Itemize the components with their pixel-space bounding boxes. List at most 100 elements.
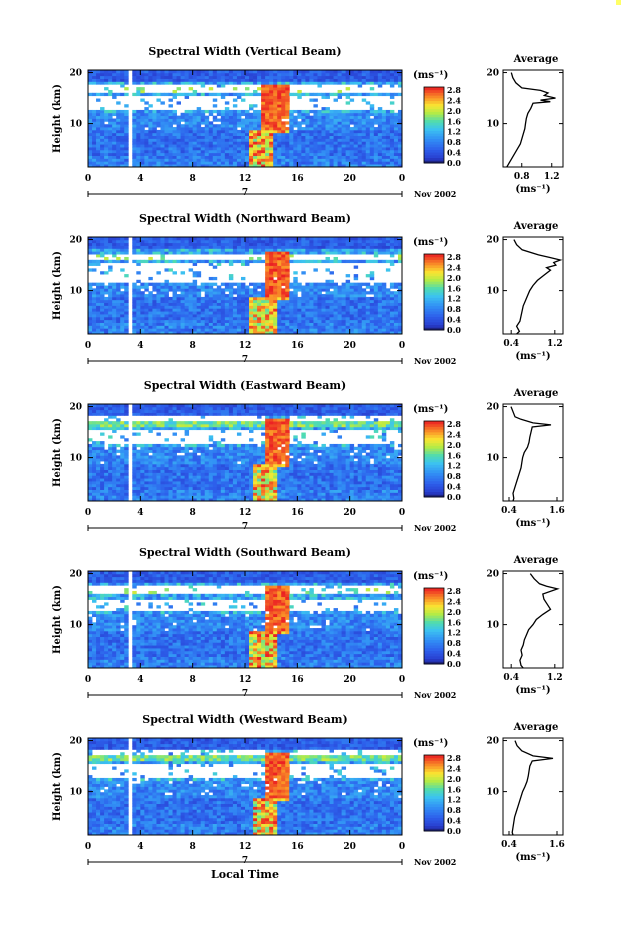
heatmap-cell (136, 136, 140, 139)
heatmap-cell (124, 424, 128, 427)
heatmap-cell (350, 288, 354, 291)
heatmap-cell (213, 266, 217, 269)
heatmap-cell (350, 286, 354, 289)
heatmap-cell (261, 153, 265, 156)
heatmap-cell (112, 260, 116, 263)
heatmap-cell (152, 475, 156, 478)
heatmap-cell (88, 317, 92, 320)
heatmap-cell (205, 240, 209, 243)
heatmap-cell (209, 153, 213, 156)
heatmap-cell (330, 297, 334, 300)
heatmap-cell (265, 104, 269, 107)
heatmap-cell (382, 116, 386, 119)
heatmap-cell (273, 291, 277, 294)
heatmap-cell (144, 283, 148, 286)
heatmap-cell (334, 251, 338, 254)
heatmap-cell (366, 79, 370, 82)
heatmap-cell (120, 492, 124, 495)
heatmap-cell (221, 79, 225, 82)
heatmap-cell (249, 311, 253, 314)
heatmap-cell (253, 136, 257, 139)
heatmap-cell (120, 427, 124, 430)
heatmap-cell (177, 492, 181, 495)
heatmap-cell (156, 144, 160, 147)
heatmap-cell (181, 147, 185, 150)
heatmap-cell (164, 113, 168, 116)
heatmap-cell (277, 113, 281, 116)
heatmap-cell (156, 288, 160, 291)
heatmap-cell (309, 325, 313, 328)
heatmap-cell (285, 107, 289, 110)
heatmap-cell (313, 240, 317, 243)
heatmap-cell (132, 73, 136, 76)
heatmap-cell (362, 288, 366, 291)
heatmap-cell (366, 76, 370, 79)
heatmap-cell (181, 153, 185, 156)
heatmap-cell (293, 314, 297, 317)
heatmap-cell (350, 147, 354, 150)
heatmap-cell (313, 286, 317, 289)
heatmap-cell (148, 430, 152, 433)
heatmap-cell (245, 243, 249, 246)
heatmap-cell (225, 93, 229, 96)
heatmap-cell (120, 138, 124, 141)
heatmap-cell (108, 450, 112, 453)
heatmap-cell (261, 305, 265, 308)
heatmap-cell (140, 455, 144, 458)
heatmap-cell (160, 110, 164, 113)
heatmap-cell (265, 246, 269, 249)
heatmap-cell (366, 127, 370, 130)
heatmap-cell (241, 291, 245, 294)
heatmap-cell (249, 124, 253, 127)
heatmap-cell (156, 472, 160, 475)
heatmap-cell (160, 246, 164, 249)
heatmap-cell (152, 492, 156, 495)
heatmap-cell (249, 150, 253, 153)
heatmap-cell (185, 495, 189, 498)
heatmap-cell (261, 260, 265, 263)
heatmap-cell (156, 116, 160, 119)
heatmap-cell (136, 300, 140, 303)
heatmap-cell (104, 467, 108, 470)
heatmap-cell (213, 320, 217, 323)
heatmap-cell (321, 73, 325, 76)
heatmap-cell (358, 260, 362, 263)
heatmap-cell (382, 320, 386, 323)
heatmap-cell (241, 297, 245, 300)
heatmap-cell (354, 251, 358, 254)
heatmap-cell (197, 150, 201, 153)
heatmap-cell (382, 317, 386, 320)
heatmap-cell (116, 121, 120, 124)
heatmap-cell (338, 96, 342, 99)
heatmap-cell (374, 320, 378, 323)
heatmap-cell (164, 291, 168, 294)
heatmap-cell (273, 113, 277, 116)
heatmap-cell (92, 113, 96, 116)
heatmap-cell (273, 127, 277, 130)
heatmap-cell (390, 314, 394, 317)
heatmap-cell (136, 288, 140, 291)
heatmap-cell (116, 323, 120, 326)
heatmap-cell (313, 294, 317, 297)
heatmap-cell (321, 305, 325, 308)
heatmap-cell (378, 323, 382, 326)
heatmap-cell (132, 141, 136, 144)
heatmap-cell (209, 305, 213, 308)
heatmap-cell (160, 121, 164, 124)
heatmap-cell (104, 288, 108, 291)
heatmap-cell (321, 328, 325, 331)
heatmap-cell (213, 291, 217, 294)
heatmap-cell (321, 81, 325, 84)
heatmap-cell (309, 300, 313, 303)
heatmap-cell (96, 453, 100, 456)
heatmap-cell (213, 246, 217, 249)
heatmap-cell (144, 248, 148, 251)
heatmap-cell (293, 248, 297, 251)
heatmap-cell (164, 144, 168, 147)
heatmap-cell (273, 124, 277, 127)
heatmap-cell (378, 141, 382, 144)
heatmap-cell (269, 320, 273, 323)
heatmap-cell (193, 461, 197, 464)
heatmap-cell (233, 303, 237, 306)
heatmap-cell (140, 161, 144, 164)
